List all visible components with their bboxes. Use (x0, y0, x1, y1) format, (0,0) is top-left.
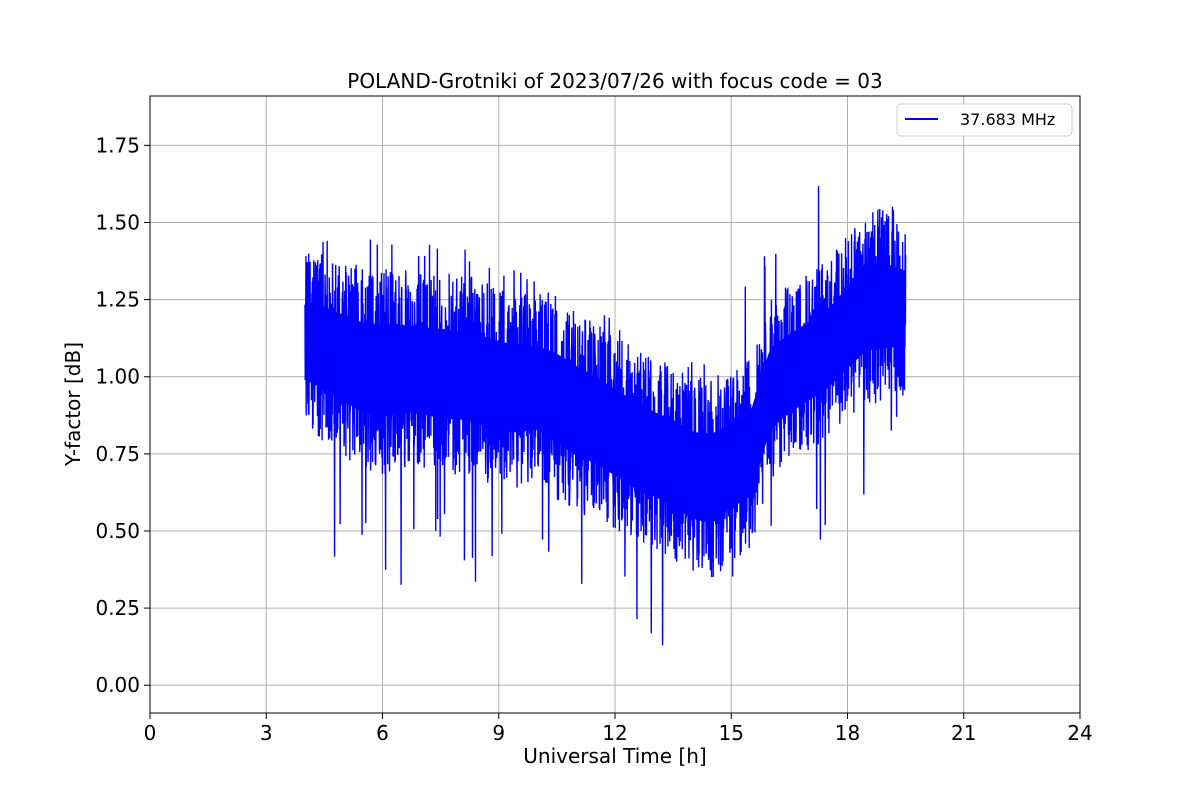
y-tick-label: 1.50 (95, 210, 140, 234)
legend-entry-label: 37.683 MHz (960, 110, 1055, 129)
x-tick-label: 6 (376, 721, 389, 745)
y-tick-label: 0.25 (95, 596, 140, 620)
x-tick-label: 21 (951, 721, 976, 745)
y-tick-label: 1.25 (95, 288, 140, 312)
series-line (304, 186, 907, 646)
y-tick-label: 1.75 (95, 133, 140, 157)
chart-title: POLAND-Grotniki of 2023/07/26 with focus… (347, 69, 882, 93)
x-tick-label: 12 (602, 721, 627, 745)
y-tick-label: 0.50 (95, 519, 140, 543)
x-tick-label: 15 (719, 721, 744, 745)
y-axis: 0.00 0.25 0.50 0.75 1.00 1.25 1.50 1.75 (95, 133, 150, 697)
x-axis-label: Universal Time [h] (523, 744, 706, 768)
x-tick-label: 3 (260, 721, 273, 745)
x-tick-label: 9 (492, 721, 505, 745)
plot-area (304, 186, 907, 646)
legend-box (896, 103, 1073, 137)
y-tick-label: 1.00 (95, 365, 140, 389)
y-tick-label: 0.75 (95, 442, 140, 466)
legend: 37.683 MHz (896, 103, 1073, 137)
x-tick-label: 24 (1067, 721, 1092, 745)
y-axis-label: Y-factor [dB] (61, 342, 85, 467)
x-tick-label: 0 (144, 721, 157, 745)
x-tick-label: 18 (835, 721, 860, 745)
y-tick-label: 0.00 (95, 673, 140, 697)
x-axis: 0 3 6 9 12 15 18 21 24 (144, 713, 1093, 745)
